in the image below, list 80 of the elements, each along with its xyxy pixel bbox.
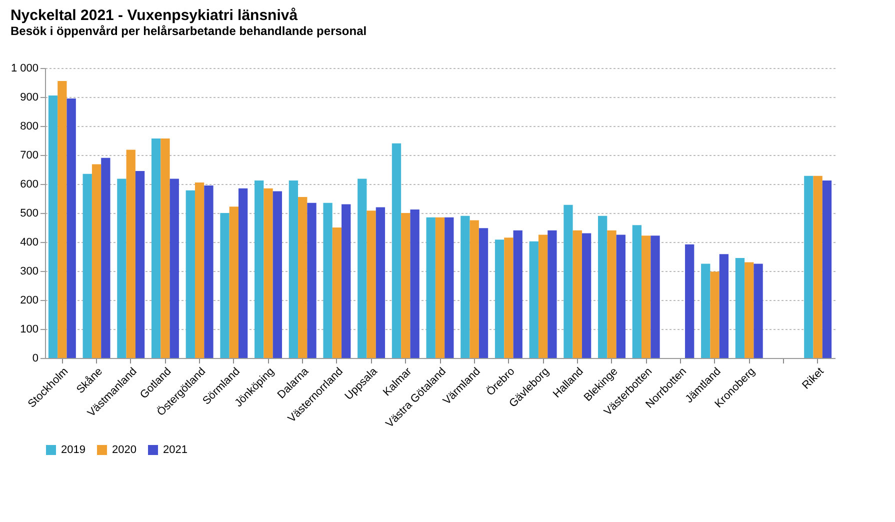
bar bbox=[135, 170, 145, 358]
bar bbox=[513, 230, 522, 358]
bar bbox=[685, 244, 694, 358]
bar bbox=[82, 174, 92, 358]
bar bbox=[366, 210, 376, 358]
bar bbox=[754, 264, 763, 358]
bar bbox=[710, 272, 720, 358]
bar bbox=[288, 180, 298, 358]
bar bbox=[342, 204, 351, 358]
y-tick-label: 400 bbox=[20, 236, 38, 248]
chart-subtitle: Besök i öppenvård per helårsarbetande behandlande personal bbox=[10, 24, 367, 38]
bar bbox=[401, 213, 410, 358]
bar bbox=[117, 178, 126, 358]
bar bbox=[426, 217, 436, 358]
y-tick-label: 100 bbox=[20, 324, 38, 336]
bar bbox=[572, 230, 582, 358]
bar bbox=[126, 150, 136, 358]
bar bbox=[548, 230, 557, 358]
bar bbox=[170, 178, 179, 358]
bar bbox=[264, 188, 273, 358]
bar bbox=[151, 138, 161, 358]
bar bbox=[701, 264, 710, 358]
bar bbox=[598, 216, 608, 358]
y-tick-label: 600 bbox=[20, 178, 38, 190]
bar bbox=[307, 202, 316, 358]
y-tick-label: 500 bbox=[20, 208, 38, 220]
bar bbox=[719, 254, 729, 358]
bar bbox=[58, 81, 67, 358]
y-tick-label: 300 bbox=[20, 266, 38, 278]
bar bbox=[504, 238, 514, 358]
y-tick-label: 900 bbox=[20, 92, 38, 104]
bar bbox=[204, 185, 214, 358]
bar bbox=[358, 178, 367, 358]
bar bbox=[186, 190, 195, 358]
bar bbox=[435, 217, 445, 358]
bar bbox=[254, 180, 264, 358]
bar bbox=[323, 202, 332, 358]
bar bbox=[194, 182, 204, 358]
bar bbox=[48, 96, 58, 358]
bar bbox=[272, 191, 282, 358]
bar bbox=[529, 241, 538, 358]
bar bbox=[444, 217, 454, 358]
bar bbox=[494, 240, 504, 358]
bar bbox=[582, 233, 592, 358]
legend-label: 2021 bbox=[163, 444, 188, 456]
bar bbox=[564, 204, 573, 358]
bar bbox=[744, 262, 754, 358]
bar bbox=[92, 164, 102, 358]
bar bbox=[470, 220, 479, 358]
bar bbox=[376, 207, 386, 358]
legend-label: 2020 bbox=[112, 444, 136, 456]
bar bbox=[822, 180, 832, 358]
y-tick-label: 800 bbox=[20, 120, 38, 132]
legend-label: 2019 bbox=[61, 444, 86, 456]
bar bbox=[642, 236, 651, 358]
bar bbox=[478, 228, 488, 358]
bar bbox=[538, 234, 548, 358]
y-tick-label: 1 000 bbox=[10, 62, 38, 74]
bar bbox=[229, 206, 238, 358]
chart-title: Nyckeltal 2021 - Vuxenpsykiatri länsnivå bbox=[10, 7, 298, 24]
bar bbox=[160, 138, 170, 358]
bar bbox=[607, 230, 616, 358]
bar bbox=[220, 213, 230, 358]
bar bbox=[460, 216, 470, 358]
y-tick-label: 700 bbox=[20, 150, 38, 162]
bar bbox=[616, 234, 626, 358]
bar bbox=[392, 143, 402, 358]
bar bbox=[298, 197, 308, 358]
y-tick-label: 200 bbox=[20, 294, 38, 306]
bar bbox=[804, 176, 814, 358]
bar bbox=[410, 210, 420, 358]
bar bbox=[66, 98, 76, 358]
bar bbox=[632, 225, 642, 358]
bar bbox=[238, 188, 248, 358]
bar bbox=[813, 176, 822, 358]
bar bbox=[101, 158, 110, 358]
y-tick-label: 0 bbox=[32, 352, 38, 364]
bar bbox=[332, 228, 342, 358]
bar bbox=[650, 236, 660, 358]
bar bbox=[735, 258, 745, 358]
